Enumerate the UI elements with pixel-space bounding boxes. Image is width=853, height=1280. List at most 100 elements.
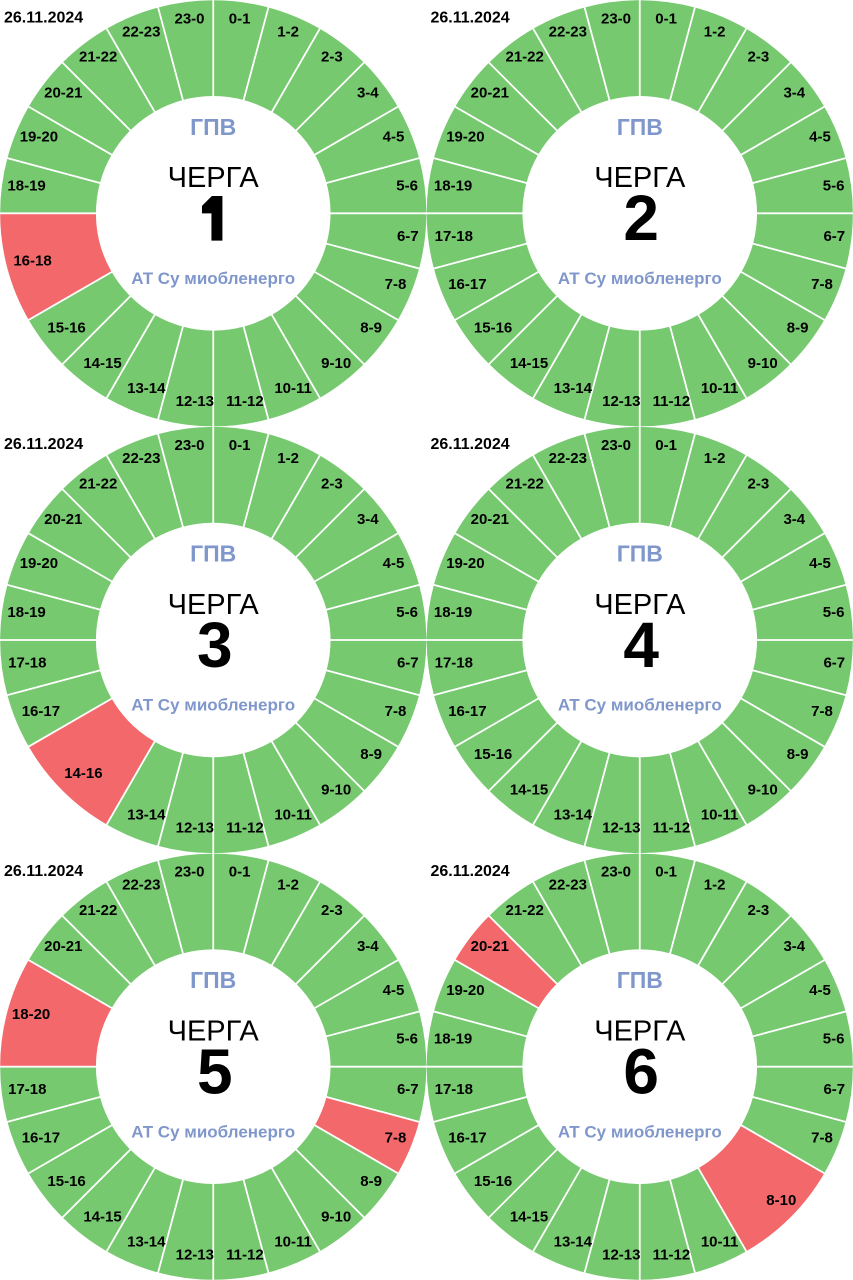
svg-text:ЧЕРГА: ЧЕРГА: [594, 589, 686, 621]
svg-text:7-8: 7-8: [811, 703, 833, 720]
svg-text:0-1: 0-1: [655, 10, 677, 27]
svg-text:12-13: 12-13: [176, 820, 214, 837]
svg-text:20-21: 20-21: [471, 85, 509, 102]
svg-text:АТ Су миобленерго: АТ Су миобленерго: [131, 1122, 295, 1141]
svg-text:0-1: 0-1: [229, 864, 251, 881]
svg-text:3-4: 3-4: [783, 85, 805, 102]
svg-text:2-3: 2-3: [748, 49, 770, 66]
svg-text:ГПВ: ГПВ: [190, 541, 236, 567]
svg-text:9-10: 9-10: [748, 782, 778, 799]
svg-text:0-1: 0-1: [655, 864, 677, 881]
svg-text:2: 2: [623, 182, 659, 254]
svg-text:1-2: 1-2: [277, 450, 299, 467]
svg-text:17-18: 17-18: [435, 228, 473, 245]
svg-text:26.11.2024: 26.11.2024: [4, 436, 83, 453]
svg-text:18-19: 18-19: [434, 177, 472, 194]
svg-text:16-17: 16-17: [448, 276, 486, 293]
svg-text:16-18: 16-18: [13, 252, 51, 269]
svg-text:10-11: 10-11: [274, 380, 312, 397]
svg-text:19-20: 19-20: [446, 129, 484, 146]
svg-text:6-7: 6-7: [397, 1081, 419, 1098]
svg-text:ГПВ: ГПВ: [617, 967, 663, 993]
svg-text:12-13: 12-13: [602, 393, 640, 410]
svg-text:22-23: 22-23: [122, 877, 160, 894]
svg-text:14-15: 14-15: [510, 1208, 548, 1225]
svg-text:19-20: 19-20: [20, 555, 58, 572]
svg-text:14-15: 14-15: [83, 355, 121, 372]
svg-text:2-3: 2-3: [748, 902, 770, 919]
svg-text:11-12: 11-12: [226, 393, 264, 410]
svg-text:ЧЕРГА: ЧЕРГА: [594, 1016, 686, 1048]
svg-text:15-16: 15-16: [47, 1173, 85, 1190]
svg-text:9-10: 9-10: [321, 782, 351, 799]
svg-text:12-13: 12-13: [176, 1246, 214, 1263]
svg-text:11-12: 11-12: [653, 1246, 691, 1263]
svg-text:13-14: 13-14: [554, 807, 593, 824]
svg-text:21-22: 21-22: [79, 902, 117, 919]
svg-text:19-20: 19-20: [20, 129, 58, 146]
svg-text:18-19: 18-19: [434, 604, 472, 621]
svg-text:ГПВ: ГПВ: [190, 114, 236, 140]
svg-text:23-0: 23-0: [601, 10, 631, 27]
svg-text:11-12: 11-12: [226, 820, 264, 837]
svg-text:19-20: 19-20: [446, 555, 484, 572]
svg-text:13-14: 13-14: [554, 1233, 593, 1250]
svg-text:9-10: 9-10: [321, 355, 351, 372]
svg-text:20-21: 20-21: [44, 938, 82, 955]
svg-text:АТ Су миобленерго: АТ Су миобленерго: [558, 1122, 722, 1141]
svg-text:8-10: 8-10: [766, 1192, 796, 1209]
svg-text:8-9: 8-9: [360, 320, 382, 337]
svg-text:21-22: 21-22: [506, 475, 544, 492]
svg-text:14-15: 14-15: [510, 355, 548, 372]
svg-text:10-11: 10-11: [701, 807, 739, 824]
svg-text:26.11.2024: 26.11.2024: [431, 10, 510, 27]
svg-text:4-5: 4-5: [383, 555, 405, 572]
svg-text:4-5: 4-5: [809, 129, 831, 146]
svg-text:21-22: 21-22: [79, 49, 117, 66]
svg-text:5: 5: [197, 1036, 233, 1108]
svg-text:7-8: 7-8: [811, 276, 833, 293]
svg-text:12-13: 12-13: [602, 1246, 640, 1263]
svg-text:16-17: 16-17: [448, 1130, 486, 1147]
svg-text:14-15: 14-15: [83, 1208, 121, 1225]
svg-text:17-18: 17-18: [8, 654, 46, 671]
svg-text:4: 4: [623, 609, 659, 681]
svg-text:7-8: 7-8: [811, 1130, 833, 1147]
svg-text:6-7: 6-7: [823, 654, 845, 671]
svg-text:26.11.2024: 26.11.2024: [431, 863, 510, 880]
svg-text:АТ Су миобленерго: АТ Су миобленерго: [558, 696, 722, 715]
svg-text:18-19: 18-19: [434, 1031, 472, 1048]
svg-text:17-18: 17-18: [8, 1081, 46, 1098]
svg-text:21-22: 21-22: [506, 902, 544, 919]
svg-text:5-6: 5-6: [823, 604, 845, 621]
svg-text:ЧЕРГА: ЧЕРГА: [168, 589, 260, 621]
svg-text:17-18: 17-18: [435, 1081, 473, 1098]
svg-text:АТ Су миобленерго: АТ Су миобленерго: [131, 696, 295, 715]
svg-text:7-8: 7-8: [385, 703, 407, 720]
svg-text:15-16: 15-16: [47, 320, 85, 337]
svg-text:6-7: 6-7: [397, 228, 419, 245]
svg-text:ЧЕРГА: ЧЕРГА: [168, 162, 260, 194]
svg-text:14-15: 14-15: [510, 782, 548, 799]
svg-text:5-6: 5-6: [396, 604, 418, 621]
svg-text:13-14: 13-14: [127, 807, 166, 824]
svg-text:22-23: 22-23: [549, 877, 587, 894]
svg-text:10-11: 10-11: [274, 1233, 312, 1250]
svg-text:4-5: 4-5: [809, 555, 831, 572]
svg-text:0-1: 0-1: [229, 437, 251, 454]
svg-text:21-22: 21-22: [79, 475, 117, 492]
svg-text:3-4: 3-4: [357, 85, 379, 102]
svg-text:8-9: 8-9: [360, 746, 382, 763]
svg-text:0-1: 0-1: [229, 10, 251, 27]
svg-text:2-3: 2-3: [748, 475, 770, 492]
svg-text:23-0: 23-0: [174, 864, 204, 881]
svg-text:10-11: 10-11: [701, 380, 739, 397]
svg-text:22-23: 22-23: [549, 450, 587, 467]
svg-text:10-11: 10-11: [274, 807, 312, 824]
svg-text:26.11.2024: 26.11.2024: [4, 10, 83, 27]
svg-text:18-19: 18-19: [7, 604, 45, 621]
svg-text:15-16: 15-16: [474, 746, 512, 763]
svg-text:0-1: 0-1: [655, 437, 677, 454]
svg-text:3-4: 3-4: [357, 938, 379, 955]
svg-text:23-0: 23-0: [601, 864, 631, 881]
